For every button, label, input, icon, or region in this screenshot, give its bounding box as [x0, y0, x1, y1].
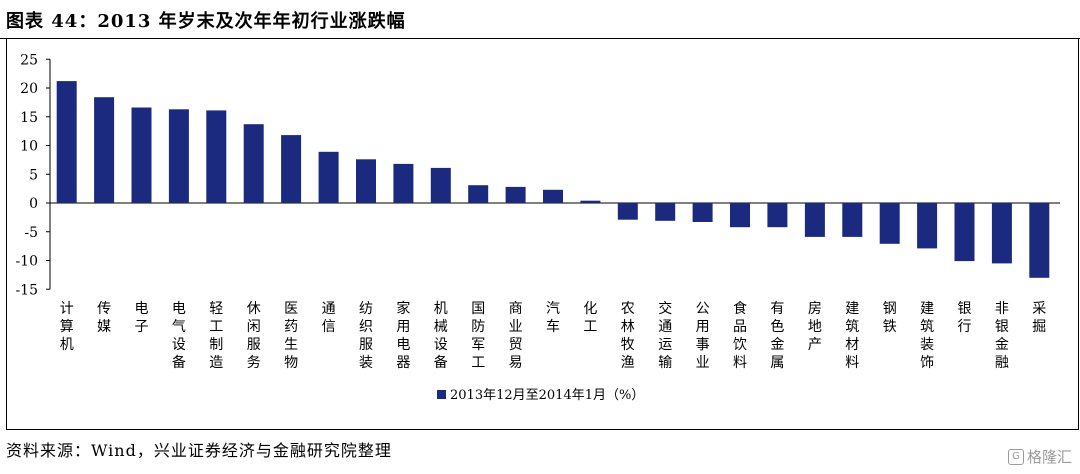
bar-19 — [730, 203, 750, 228]
y-tick-label: 5 — [29, 167, 38, 183]
x-tick-label: 采掘 — [1032, 301, 1046, 335]
bar-7 — [281, 135, 302, 203]
y-tick-label: 20 — [20, 81, 38, 97]
y-tick-label: 15 — [20, 110, 38, 126]
x-tick-label: 食品饮料 — [733, 300, 747, 371]
y-tick-label: 25 — [20, 52, 38, 68]
x-tick-label: 电子 — [135, 301, 149, 335]
x-tick-label: 建筑材料 — [845, 301, 859, 371]
y-tick-label: 0 — [29, 196, 38, 212]
bar-12 — [468, 185, 489, 203]
bar-8 — [318, 151, 339, 203]
x-tick-label: 传媒 — [97, 301, 111, 335]
bar-16 — [617, 203, 638, 220]
x-tick-label: 农林牧渔 — [621, 301, 635, 371]
bar-11 — [430, 167, 451, 203]
bar-23 — [879, 203, 900, 244]
bar-13 — [505, 186, 526, 203]
bar-4 — [168, 109, 189, 203]
legend-swatch — [437, 390, 446, 399]
x-tick-label: 银行 — [958, 301, 972, 335]
bar-27 — [1029, 203, 1050, 278]
x-tick-label: 医药生物 — [284, 301, 298, 371]
x-tick-label: 家用电器 — [396, 300, 410, 371]
y-tick-label: 10 — [20, 139, 38, 155]
bar-1 — [56, 81, 77, 203]
bar-17 — [655, 203, 676, 221]
bar-21 — [804, 203, 825, 237]
x-tick-label: 化工 — [583, 301, 597, 335]
x-tick-label: 休闲服务 — [247, 301, 261, 371]
watermark: G 格隆汇 — [1007, 446, 1072, 467]
x-tick-label: 房地产 — [808, 301, 822, 353]
bar-15 — [580, 200, 601, 203]
watermark-logo-icon: G — [1007, 448, 1024, 465]
figure-title: 图表 44：2013 年岁末及次年年初行业涨跌幅 — [6, 11, 406, 32]
x-tick-label: 纺织服装 — [359, 301, 373, 371]
bar-6 — [243, 124, 264, 203]
bar-2 — [94, 97, 115, 203]
bar-26 — [991, 203, 1012, 264]
bars-layer — [56, 81, 1050, 278]
legend-label: 2013年12月至2014年1月（%） — [450, 388, 644, 403]
source-note: 资料来源：Wind，兴业证券经济与金融研究院整理 — [6, 441, 392, 460]
x-tick-label: 电气设备 — [172, 301, 186, 371]
watermark-text: 格隆汇 — [1026, 448, 1072, 466]
figure-header: 图表 44：2013 年岁末及次年年初行业涨跌幅 — [0, 0, 1080, 39]
x-tick-label: 交通运输 — [658, 300, 672, 371]
bar-18 — [692, 203, 713, 222]
bar-22 — [842, 203, 863, 237]
bar-20 — [767, 203, 788, 228]
bar-25 — [954, 203, 975, 262]
x-tick-label: 国防军工 — [471, 301, 485, 371]
x-tick-label: 轻工制造 — [209, 301, 223, 371]
x-tick-label: 有色金属 — [770, 301, 784, 371]
x-tick-label: 计算机 — [60, 301, 74, 353]
x-tick-label: 商业贸易 — [509, 301, 523, 371]
bar-9 — [356, 159, 376, 203]
y-tick-label: -5 — [24, 225, 38, 241]
bar-3 — [131, 107, 152, 203]
y-tick-label: -15 — [15, 282, 38, 298]
x-tick-label: 机械设备 — [434, 301, 448, 371]
x-tick-label: 非银金融 — [995, 301, 1009, 371]
x-tick-label: 公用事业 — [696, 301, 710, 371]
chart-frame — [6, 38, 1079, 430]
bar-14 — [543, 189, 563, 203]
legend: 2013年12月至2014年1月（%） — [437, 388, 644, 403]
y-tick-label: -10 — [15, 254, 38, 270]
x-tick-label: 通信 — [322, 301, 336, 335]
bar-5 — [206, 110, 227, 203]
x-tick-label: 建筑装饰 — [920, 301, 934, 371]
x-tick-label: 钢铁 — [883, 301, 897, 335]
bar-10 — [393, 163, 414, 203]
x-tick-label: 汽车 — [546, 301, 560, 335]
bar-24 — [917, 203, 938, 249]
